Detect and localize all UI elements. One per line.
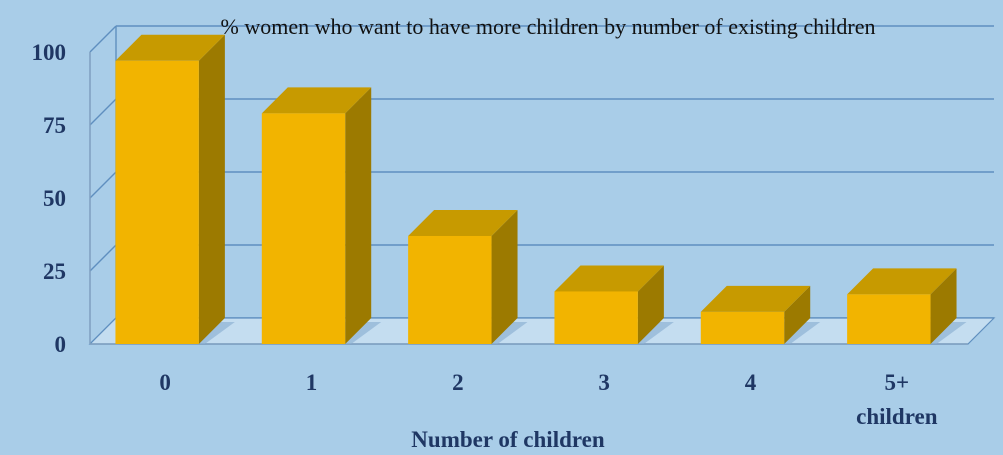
bar-side-2 bbox=[491, 209, 518, 344]
bar-front-1 bbox=[261, 113, 346, 344]
y-tick-label-100: 100 bbox=[32, 40, 67, 65]
bar-side-3 bbox=[637, 265, 664, 344]
chart-title: % women who want to have more children b… bbox=[221, 14, 876, 39]
bar-side-5 bbox=[930, 268, 957, 344]
bar-side-0 bbox=[198, 34, 225, 344]
wall-edge-50 bbox=[89, 171, 117, 199]
y-tick-label-75: 75 bbox=[43, 113, 66, 138]
bar-top-3 bbox=[554, 265, 664, 292]
bar-top-0 bbox=[115, 34, 225, 61]
bar-4 bbox=[700, 285, 821, 344]
x-category-label-2: 2 bbox=[452, 370, 464, 395]
bar-front-4 bbox=[700, 311, 785, 344]
wall-edge-25 bbox=[89, 244, 117, 272]
y-tick-label-50: 50 bbox=[43, 186, 66, 211]
x-category-label-0: 0 bbox=[159, 370, 171, 395]
x-category-label-4: 4 bbox=[745, 370, 757, 395]
bars bbox=[115, 34, 967, 344]
bar-front-2 bbox=[408, 235, 492, 344]
bar-front-3 bbox=[554, 291, 638, 344]
wall-edge-75 bbox=[89, 98, 117, 126]
x-axis-title: Number of children bbox=[411, 427, 605, 452]
x-category-label-5: 5+ children bbox=[856, 370, 938, 429]
bar-side-1 bbox=[345, 87, 372, 344]
y-tick-label-25: 25 bbox=[43, 259, 66, 284]
x-category-label-1: 1 bbox=[306, 370, 318, 395]
bar-side-4 bbox=[784, 285, 811, 344]
x-category-label-3: 3 bbox=[598, 370, 610, 395]
bar-top-4 bbox=[700, 285, 811, 312]
bar-top-5 bbox=[847, 268, 957, 295]
bar-5 bbox=[847, 268, 967, 344]
bar-front-0 bbox=[115, 60, 199, 344]
bar-top-1 bbox=[261, 87, 372, 114]
y-axis-ticks: 0 25 50 75 100 bbox=[32, 40, 67, 357]
bar-top-2 bbox=[408, 209, 518, 236]
bar-2 bbox=[408, 209, 528, 344]
bar-0 bbox=[115, 34, 235, 344]
x-axis-categories: 0 1 2 3 4 5+ children bbox=[159, 370, 937, 429]
bar-front-5 bbox=[847, 294, 931, 344]
bar-1 bbox=[261, 87, 382, 344]
y-tick-label-0: 0 bbox=[55, 332, 67, 357]
bar-3 bbox=[554, 265, 674, 344]
wall-edge-100 bbox=[89, 25, 117, 53]
